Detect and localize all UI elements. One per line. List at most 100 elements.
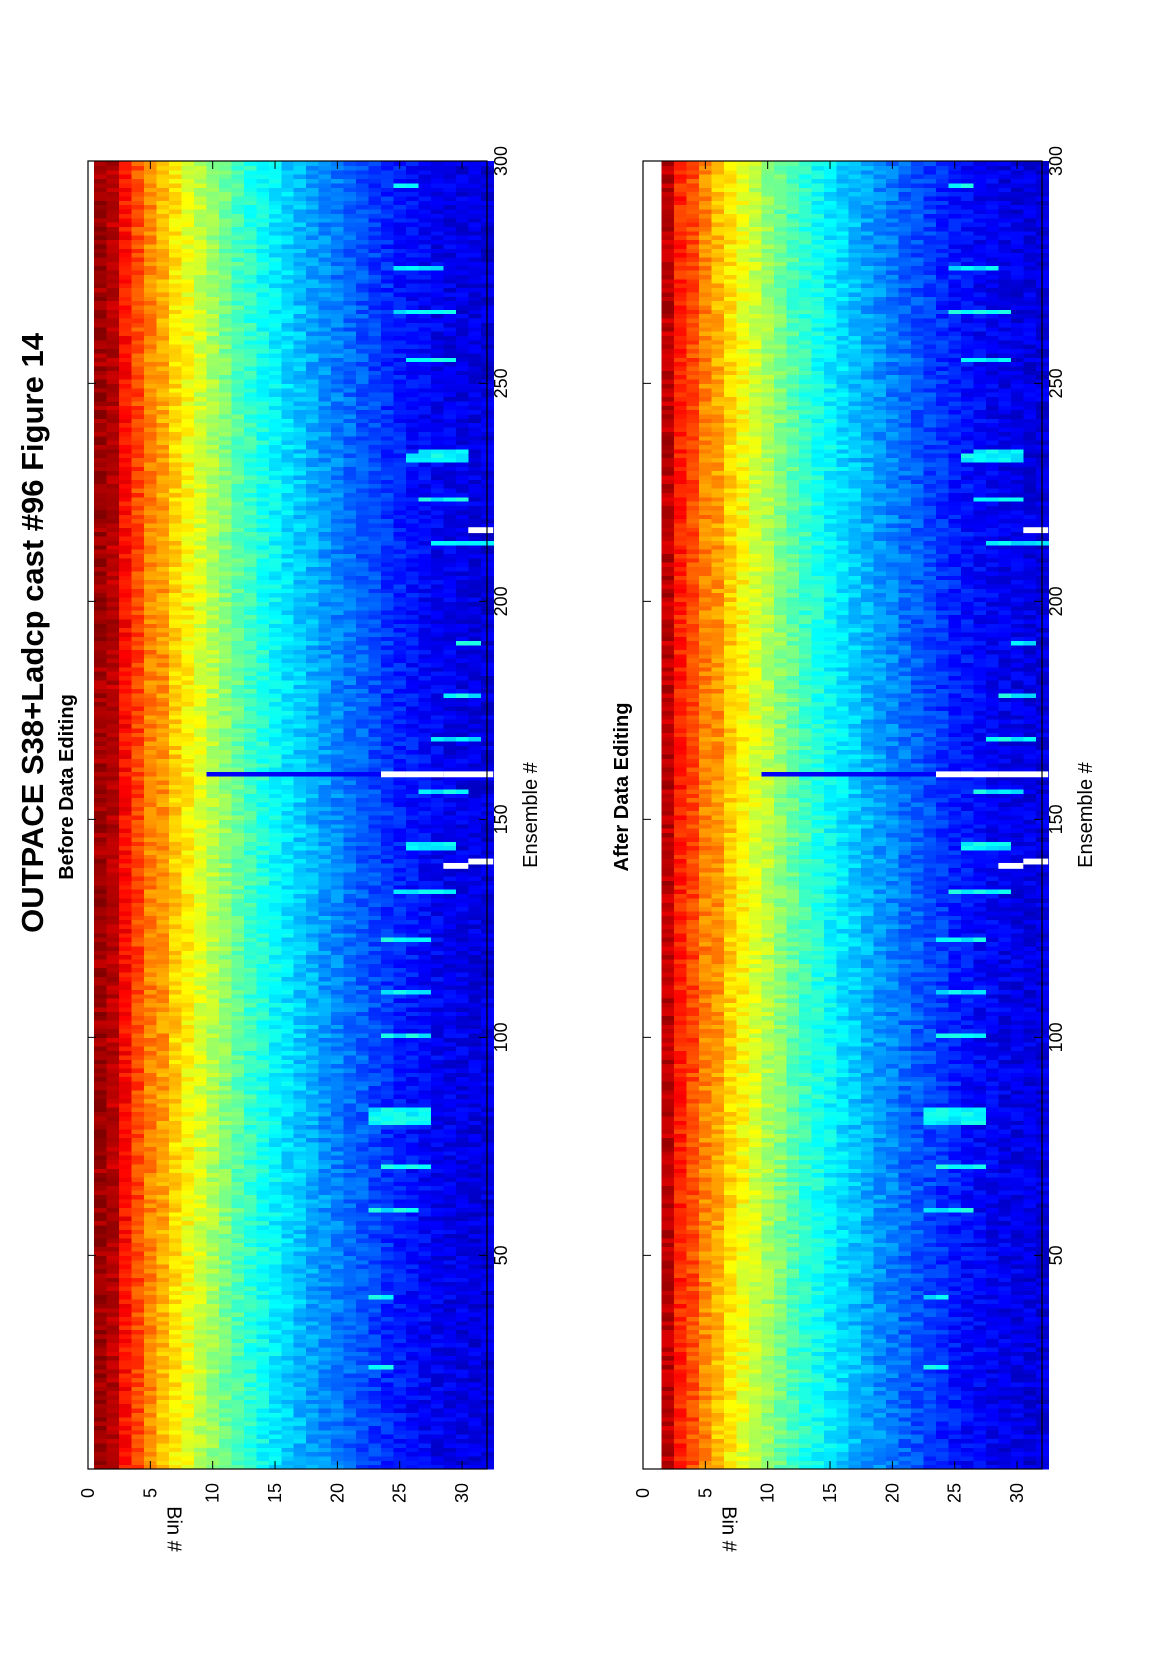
heatmap-cell (194, 1002, 207, 1007)
heatmap-cell (269, 819, 282, 824)
heatmap-cell (119, 1234, 132, 1239)
heatmap-cell (244, 1125, 257, 1130)
heatmap-cell (157, 1282, 170, 1287)
heatmap-cell (331, 1425, 344, 1430)
heatmap-cell (294, 1159, 307, 1164)
heatmap-cell (306, 1225, 319, 1230)
heatmap-cell (369, 1247, 382, 1252)
heatmap-cell (344, 1452, 357, 1457)
heatmap-cell (256, 1142, 269, 1147)
heatmap-cell (319, 994, 332, 999)
heatmap-cell (94, 850, 107, 855)
heatmap-cell (393, 1207, 406, 1212)
heatmap-cell (182, 1107, 195, 1112)
heatmap-cell (269, 806, 282, 811)
heatmap-cell (356, 880, 369, 885)
heatmap-cell (157, 1072, 170, 1077)
heatmap-cell (132, 1242, 145, 1247)
heatmap-cell (393, 1443, 406, 1448)
heatmap-cell (256, 1068, 269, 1073)
heatmap-cell (306, 915, 319, 920)
heatmap-cell (393, 950, 406, 955)
heatmap-cell (269, 1312, 282, 1317)
heatmap-cell (294, 1386, 307, 1391)
heatmap-cell (119, 1016, 132, 1021)
heatmap-cell (94, 1338, 107, 1343)
heatmap-cell (431, 989, 444, 994)
heatmap-cell (231, 1334, 244, 1339)
heatmap-cell (182, 1116, 195, 1121)
heatmap-cell (468, 1364, 481, 1369)
heatmap-cell (194, 880, 207, 885)
heatmap-cell (132, 1325, 145, 1330)
heatmap-cell (331, 819, 344, 824)
heatmap-cell (107, 806, 120, 811)
heatmap-cell (132, 1173, 145, 1178)
heatmap-cell (144, 972, 157, 977)
heatmap-cell (319, 1007, 332, 1012)
heatmap-cell (169, 946, 182, 951)
heatmap-cell (443, 981, 456, 986)
heatmap-cell (169, 1225, 182, 1230)
heatmap-cell (393, 893, 406, 898)
heatmap-cell (331, 1343, 344, 1348)
heatmap-cell (231, 1404, 244, 1409)
heatmap-cell (356, 1216, 369, 1221)
heatmap-cell (443, 876, 456, 881)
heatmap-cell (443, 1011, 456, 1016)
heatmap-cell (344, 811, 357, 816)
heatmap-cell (331, 1146, 344, 1151)
heatmap-cell (306, 1399, 319, 1404)
heatmap-cell (369, 1373, 382, 1378)
heatmap-cell (319, 1146, 332, 1151)
heatmap-cell (256, 937, 269, 942)
heatmap-cell (431, 1138, 444, 1143)
heatmap-cell (393, 1094, 406, 1099)
heatmap-cell (344, 872, 357, 877)
heatmap-cell (194, 1081, 207, 1086)
heatmap-cell (456, 893, 469, 898)
heatmap-cell (194, 911, 207, 916)
heatmap-cell (256, 915, 269, 920)
heatmap-cell (381, 819, 394, 824)
heatmap-cell (431, 876, 444, 881)
heatmap-cell (281, 1343, 294, 1348)
heatmap-cell (456, 902, 469, 907)
heatmap-cell (281, 806, 294, 811)
heatmap-cell (356, 1447, 369, 1452)
heatmap-cell (157, 1447, 170, 1452)
heatmap-cell (169, 880, 182, 885)
heatmap-cell (269, 1020, 282, 1025)
heatmap-cell (157, 1186, 170, 1191)
heatmap-cell (294, 1268, 307, 1273)
heatmap-cell (244, 1199, 257, 1204)
heatmap-cell (132, 989, 145, 994)
heatmap-cell (306, 1412, 319, 1417)
heatmap-cell (331, 1173, 344, 1178)
heatmap-cell (169, 793, 182, 798)
heatmap-cell (244, 1159, 257, 1164)
heatmap-cell (281, 1094, 294, 1099)
heatmap-cell (319, 1085, 332, 1090)
heatmap-cell (132, 920, 145, 925)
heatmap-cell (431, 1181, 444, 1186)
heatmap-cell (206, 1011, 219, 1016)
heatmap-cell (306, 1098, 319, 1103)
heatmap-cell (144, 1203, 157, 1208)
heatmap-cell (356, 1164, 369, 1169)
heatmap-cell (406, 981, 419, 986)
heatmap-cell (306, 1369, 319, 1374)
heatmap-cell (369, 1408, 382, 1413)
heatmap-cell (381, 1299, 394, 1304)
heatmap-cell (132, 1321, 145, 1326)
heatmap-cell (306, 1159, 319, 1164)
heatmap-cell (169, 1260, 182, 1265)
heatmap-cell (244, 959, 257, 964)
heatmap-cell (157, 1399, 170, 1404)
heatmap-cell (231, 1229, 244, 1234)
heatmap-cell (319, 1177, 332, 1182)
heatmap-cell (443, 1386, 456, 1391)
heatmap-cell (294, 863, 307, 868)
heatmap-cell (418, 1321, 431, 1326)
heatmap-cell (356, 789, 369, 794)
